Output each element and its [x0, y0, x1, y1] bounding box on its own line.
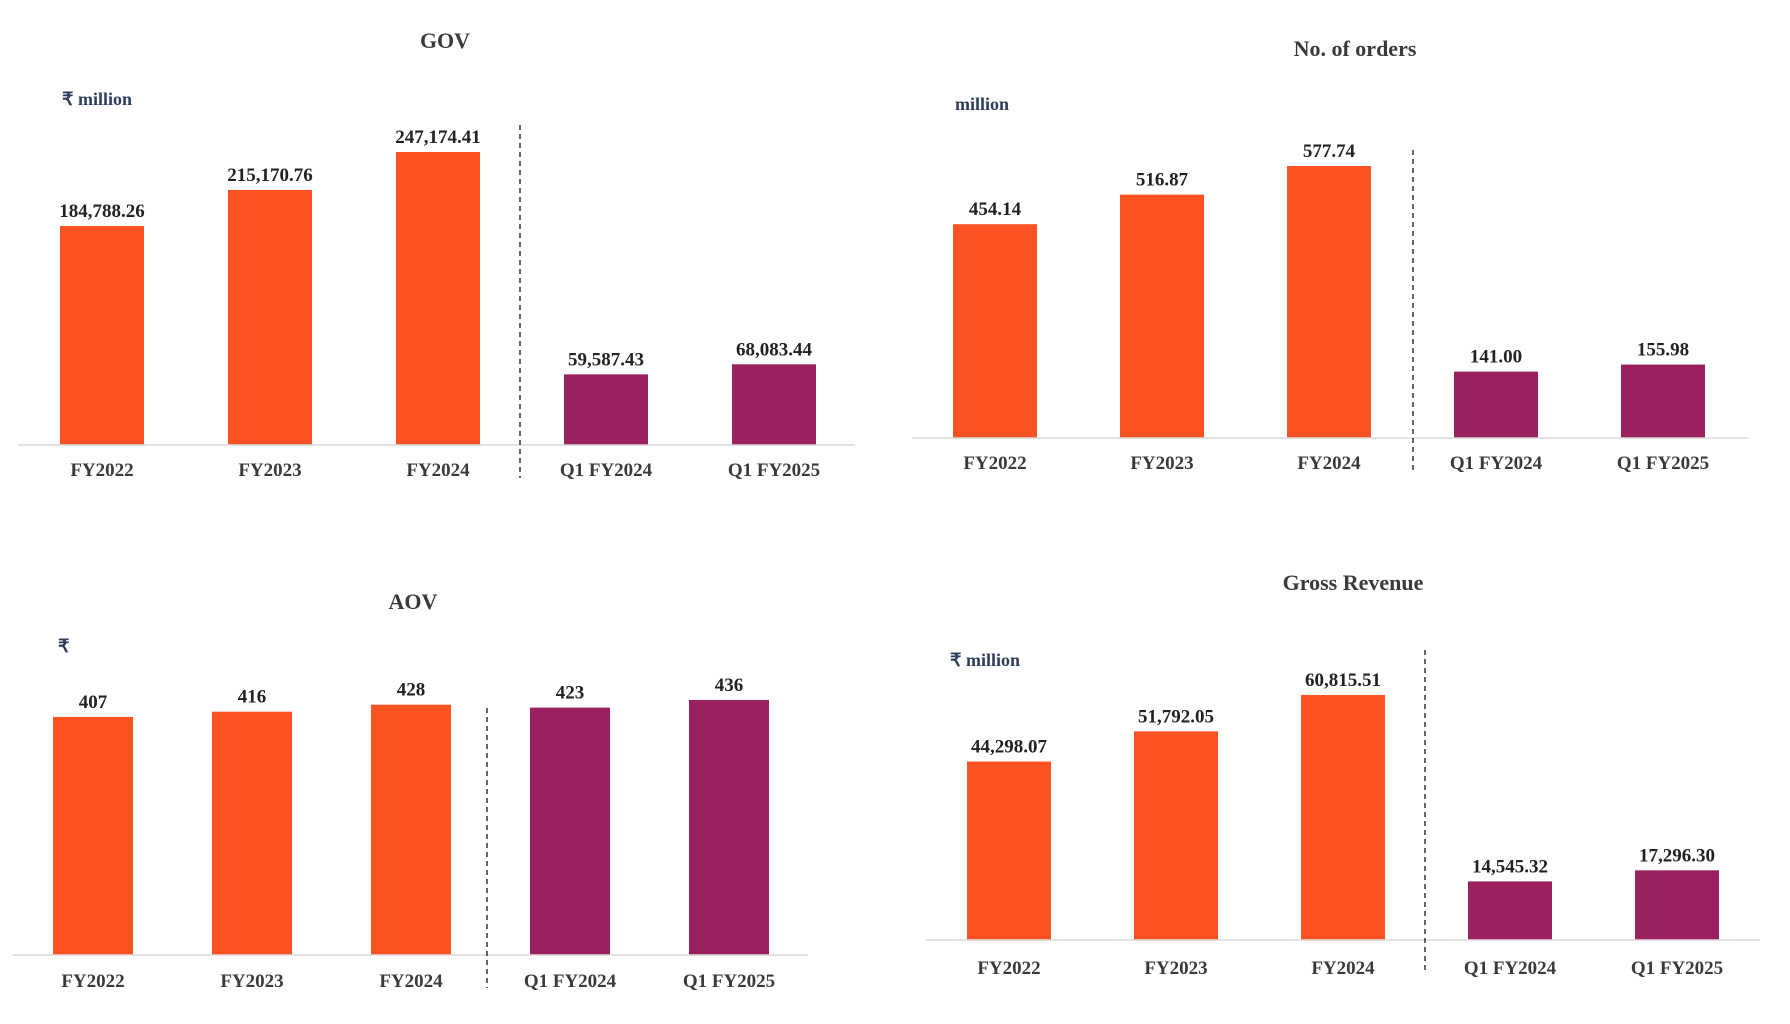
aov-value-label-2: 416	[238, 687, 267, 708]
gov-value-label-3: 247,174.41	[395, 127, 481, 148]
gov-value-label-5: 68,083.44	[736, 339, 813, 360]
gov-bar-5	[732, 364, 816, 445]
no-of-orders-value-label-3: 577.74	[1303, 141, 1356, 162]
no-of-orders-bar-4	[1454, 371, 1538, 438]
gov-category-label-3: FY2024	[406, 460, 470, 481]
no-of-orders-category-label-2: FY2023	[1130, 453, 1193, 474]
aov-value-label-4: 423	[556, 683, 585, 704]
aov-chart-title: AOV	[389, 589, 438, 614]
aov-category-label-4: Q1 FY2024	[524, 971, 617, 992]
gross-revenue-value-label-4: 14,545.32	[1472, 856, 1548, 877]
no-of-orders-category-label-5: Q1 FY2025	[1617, 453, 1709, 474]
no-of-orders-category-label-4: Q1 FY2024	[1450, 453, 1543, 474]
gross-revenue-unit-label: ₹ million	[950, 650, 1020, 670]
gross-revenue-bar-2	[1134, 731, 1218, 940]
aov-bar-5	[689, 700, 769, 955]
gross-revenue-category-label-5: Q1 FY2025	[1631, 958, 1723, 979]
gov-chart-title: GOV	[420, 28, 470, 53]
no-of-orders-chart-title: No. of orders	[1294, 36, 1417, 61]
no-of-orders-value-label-2: 516.87	[1136, 170, 1189, 191]
aov-category-label-1: FY2022	[61, 971, 124, 992]
gross-revenue-value-label-2: 51,792.05	[1138, 706, 1214, 727]
gross-revenue-category-label-3: FY2024	[1311, 958, 1375, 979]
gov-value-label-4: 59,587.43	[568, 349, 644, 370]
gross-revenue-value-label-5: 17,296.30	[1639, 845, 1715, 866]
no-of-orders-category-label-1: FY2022	[963, 453, 1026, 474]
aov-value-label-3: 428	[397, 680, 426, 701]
gross-revenue-category-label-1: FY2022	[977, 958, 1040, 979]
gov-bar-1	[60, 225, 144, 445]
gross-revenue-category-label-2: FY2023	[1144, 958, 1207, 979]
gross-revenue-bar-5	[1635, 870, 1719, 940]
aov-value-label-1: 407	[79, 692, 108, 713]
no-of-orders-value-label-5: 155.98	[1637, 340, 1689, 361]
no-of-orders-value-label-1: 454.14	[969, 199, 1022, 220]
no-of-orders-bar-3	[1287, 166, 1371, 438]
gross-revenue-chart-title: Gross Revenue	[1283, 570, 1424, 595]
gross-revenue-bar-3	[1301, 695, 1385, 940]
no-of-orders-unit-label: million	[955, 94, 1009, 114]
aov-bar-4	[530, 707, 610, 955]
aov-unit-label: ₹	[58, 636, 70, 656]
aov-category-label-2: FY2023	[220, 971, 283, 992]
aov-category-label-5: Q1 FY2025	[683, 971, 775, 992]
no-of-orders-bar-1	[953, 224, 1037, 438]
gov-bar-4	[564, 374, 648, 445]
gov-bar-2	[228, 189, 312, 445]
gov-value-label-1: 184,788.26	[59, 201, 145, 222]
aov-category-label-3: FY2024	[379, 971, 443, 992]
no-of-orders-value-label-4: 141.00	[1470, 347, 1522, 368]
no-of-orders-category-label-3: FY2024	[1297, 453, 1361, 474]
gov-unit-label: ₹ million	[62, 89, 132, 109]
gov-value-label-2: 215,170.76	[227, 165, 313, 186]
aov-value-label-5: 436	[715, 675, 744, 696]
aov-bar-1	[53, 716, 133, 955]
gov-category-label-2: FY2023	[238, 460, 301, 481]
gross-revenue-value-label-1: 44,298.07	[971, 737, 1048, 758]
gov-bar-3	[396, 152, 480, 445]
gross-revenue-value-label-3: 60,815.51	[1305, 670, 1381, 691]
no-of-orders-bar-2	[1120, 194, 1204, 438]
gross-revenue-bar-4	[1468, 881, 1552, 940]
gov-category-label-4: Q1 FY2024	[560, 460, 653, 481]
aov-bar-3	[371, 704, 451, 955]
gov-category-label-1: FY2022	[70, 460, 133, 481]
aov-bar-2	[212, 711, 292, 955]
gov-category-label-5: Q1 FY2025	[728, 460, 820, 481]
gross-revenue-bar-1	[967, 761, 1051, 940]
gross-revenue-category-label-4: Q1 FY2024	[1464, 958, 1557, 979]
no-of-orders-bar-5	[1621, 364, 1705, 438]
